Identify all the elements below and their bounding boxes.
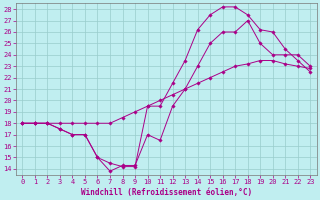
X-axis label: Windchill (Refroidissement éolien,°C): Windchill (Refroidissement éolien,°C) [81, 188, 252, 197]
